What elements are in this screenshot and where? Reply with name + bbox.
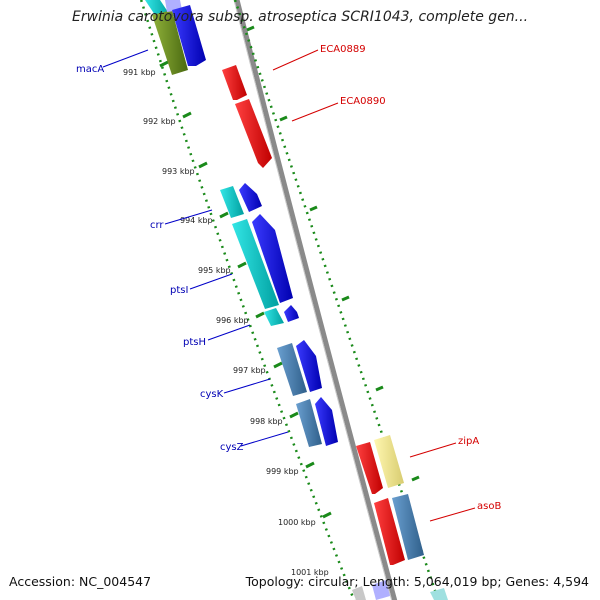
gene-label-macA: macA	[76, 64, 104, 75]
gene-cyan-top	[145, 0, 170, 15]
gene-zipa	[374, 435, 404, 488]
gene-blue-crr	[239, 183, 262, 212]
kbp-label: 995 kbp	[198, 266, 231, 275]
gene-label-ECA0890: ECA0890	[340, 96, 386, 107]
kbp-label: 996 kbp	[216, 316, 249, 325]
accession-text: Accession: NC_004547	[9, 574, 152, 589]
kbp-label: 998 kbp	[250, 417, 283, 426]
page-title: Erwinia carotovora subsp. atroseptica SC…	[71, 9, 529, 25]
backbone	[234, 0, 398, 600]
gene-cysK	[277, 343, 307, 396]
kbp-label: 1000 kbp	[278, 518, 316, 527]
kbp-label: 999 kbp	[266, 467, 299, 476]
gene-red-zipa	[356, 442, 383, 494]
gene-eca0889	[222, 65, 247, 100]
gene-olive-maca	[152, 10, 188, 75]
gene-label-ECA0889: ECA0889	[320, 44, 366, 55]
gene-blue-cysK	[296, 340, 322, 392]
gene-crr	[220, 186, 244, 218]
kbp-ticks	[159, 60, 332, 519]
gene-blue-top	[172, 5, 206, 66]
kbp-label: 993 kbp	[162, 167, 195, 176]
gene-label-ptsH: ptsH	[183, 337, 206, 348]
kbp-label: 994 kbp	[180, 216, 213, 225]
dotted-track-left	[139, 0, 356, 600]
kbp-label: 991 kbp	[123, 68, 156, 77]
kbp-label: 1001 kbp	[291, 568, 329, 577]
gene-label-crr: crr	[150, 220, 164, 231]
kbp-label: 997 kbp	[233, 366, 266, 375]
gene-blue-ptsH	[284, 305, 299, 322]
gene-ptsI	[232, 219, 279, 309]
gene-label-asoB: asoB	[477, 501, 501, 512]
gene-label-ptsI: ptsI	[170, 285, 188, 296]
gene-label-cysK: cysK	[200, 389, 224, 400]
gene-label-cysZ: cysZ	[220, 442, 244, 453]
gene-eca0890	[235, 99, 272, 168]
topology-text: Topology: circular; Length: 5,064,019 bp…	[245, 574, 589, 589]
kbp-label: 992 kbp	[143, 117, 176, 126]
gene-asob	[392, 494, 424, 560]
gene-ptsH	[264, 308, 284, 326]
gene-red-asob	[374, 498, 405, 565]
gene-blue-cysZ	[315, 397, 338, 446]
gene-label-zipA: zipA	[458, 436, 479, 447]
gene-blue-ptsI	[252, 214, 293, 303]
gene-cysZ	[296, 399, 322, 447]
